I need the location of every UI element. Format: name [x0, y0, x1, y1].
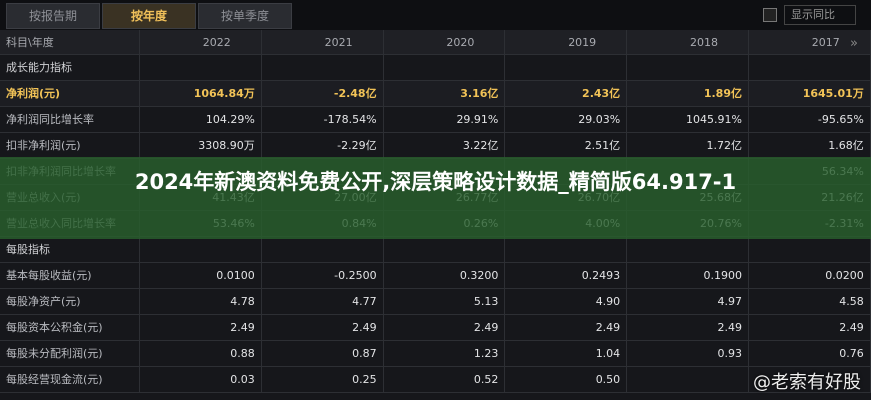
table-cell: 0.03	[140, 367, 262, 393]
table-cell: 4.97	[627, 289, 749, 315]
table-cell: 1.68亿	[749, 133, 871, 159]
tab[interactable]: 按单季度	[198, 3, 292, 29]
table-cell: -0.2500	[261, 263, 384, 289]
table-cell: 2.49	[383, 315, 506, 341]
banner: 2024年新澳资料免费公开,深层策略设计数据_精简版64.917-1	[0, 157, 871, 239]
table-cell	[749, 367, 871, 393]
table-cell	[749, 237, 871, 263]
table-cell: 0.87	[261, 341, 384, 367]
row-label: 净利润(元)	[0, 81, 140, 107]
table-cell: 1.72亿	[627, 133, 749, 159]
table-cell: 1064.84万	[140, 81, 262, 107]
table-cell	[383, 237, 506, 263]
table-cell	[505, 55, 628, 81]
row-label: 每股经营现金流(元)	[0, 367, 140, 393]
column-header: 2022	[140, 30, 262, 55]
row-label: 每股净资产(元)	[0, 289, 140, 315]
table-cell: 0.93	[627, 341, 749, 367]
table-cell: 2.49	[140, 315, 262, 341]
table-cell: 29.03%	[505, 107, 628, 133]
table-cell: 2.49	[261, 315, 384, 341]
watermark: @老索有好股	[753, 372, 861, 393]
table-cell: 0.1900	[627, 263, 749, 289]
table-cell	[627, 367, 749, 393]
table-cell	[749, 55, 871, 81]
tab[interactable]: 按报告期	[6, 3, 100, 29]
table-cell	[627, 55, 749, 81]
table-cell: 29.91%	[383, 107, 506, 133]
row-label: 每股资本公积金(元)	[0, 315, 140, 341]
tab[interactable]: 按年度	[102, 3, 196, 29]
table-cell: 0.76	[749, 341, 871, 367]
table-cell: 0.52	[383, 367, 506, 393]
table-cell: -178.54%	[261, 107, 384, 133]
table-cell: 104.29%	[140, 107, 262, 133]
table-cell	[261, 55, 384, 81]
table-cell: 1045.91%	[627, 107, 749, 133]
column-header: 科目\年度	[0, 30, 140, 55]
column-header: 2020	[383, 30, 506, 55]
table-cell: 3308.90万	[140, 133, 262, 159]
table-cell: -95.65%	[749, 107, 871, 133]
table-cell: 2.49	[505, 315, 628, 341]
table-cell: 0.88	[140, 341, 262, 367]
table-cell: 3.16亿	[383, 81, 506, 107]
table-cell: 0.2493	[505, 263, 628, 289]
row-label: 净利润同比增长率	[0, 107, 140, 133]
table-cell: 1.23	[383, 341, 506, 367]
tab-bar: 显示同比 按报告期 按年度 按单季度	[0, 0, 871, 31]
checkbox-label[interactable]: 显示同比	[784, 5, 856, 25]
table-cell: -2.29亿	[261, 133, 384, 159]
table-cell	[261, 237, 384, 263]
table-cell: 2.43亿	[505, 81, 628, 107]
table-cell: 0.3200	[383, 263, 506, 289]
row-label: 每股未分配利润(元)	[0, 341, 140, 367]
table-cell: 2.51亿	[505, 133, 628, 159]
table-cell: 5.13	[383, 289, 506, 315]
table-cell: 0.0200	[749, 263, 871, 289]
checkbox[interactable]	[763, 8, 777, 22]
table-cell: 1645.01万	[749, 81, 871, 107]
table-cell	[140, 55, 262, 81]
table-cell: 0.50	[505, 367, 628, 393]
table-cell	[627, 237, 749, 263]
scroll-arrow[interactable]: »	[850, 36, 858, 51]
table-cell: 4.78	[140, 289, 262, 315]
section-label: 成长能力指标	[0, 55, 140, 81]
table-cell: 2.49	[749, 315, 871, 341]
table-cell	[140, 237, 262, 263]
table-cell	[383, 55, 506, 81]
table-cell: 4.90	[505, 289, 628, 315]
table-cell: 2.49	[627, 315, 749, 341]
table-cell: 0.25	[261, 367, 384, 393]
column-header: 2019	[505, 30, 628, 55]
column-header: 2017	[749, 30, 871, 55]
column-header: 2021	[261, 30, 384, 55]
row-label: 基本每股收益(元)	[0, 263, 140, 289]
table-cell: 4.77	[261, 289, 384, 315]
table-cell	[505, 237, 628, 263]
section-label: 每股指标	[0, 237, 140, 263]
table-cell: 3.22亿	[383, 133, 506, 159]
table-cell: 1.89亿	[627, 81, 749, 107]
table-cell: 0.0100	[140, 263, 262, 289]
row-label: 扣非净利润(元)	[0, 133, 140, 159]
column-header: 2018	[627, 30, 749, 55]
table-cell: 1.04	[505, 341, 628, 367]
table-cell: 4.58	[749, 289, 871, 315]
table-cell: -2.48亿	[261, 81, 384, 107]
